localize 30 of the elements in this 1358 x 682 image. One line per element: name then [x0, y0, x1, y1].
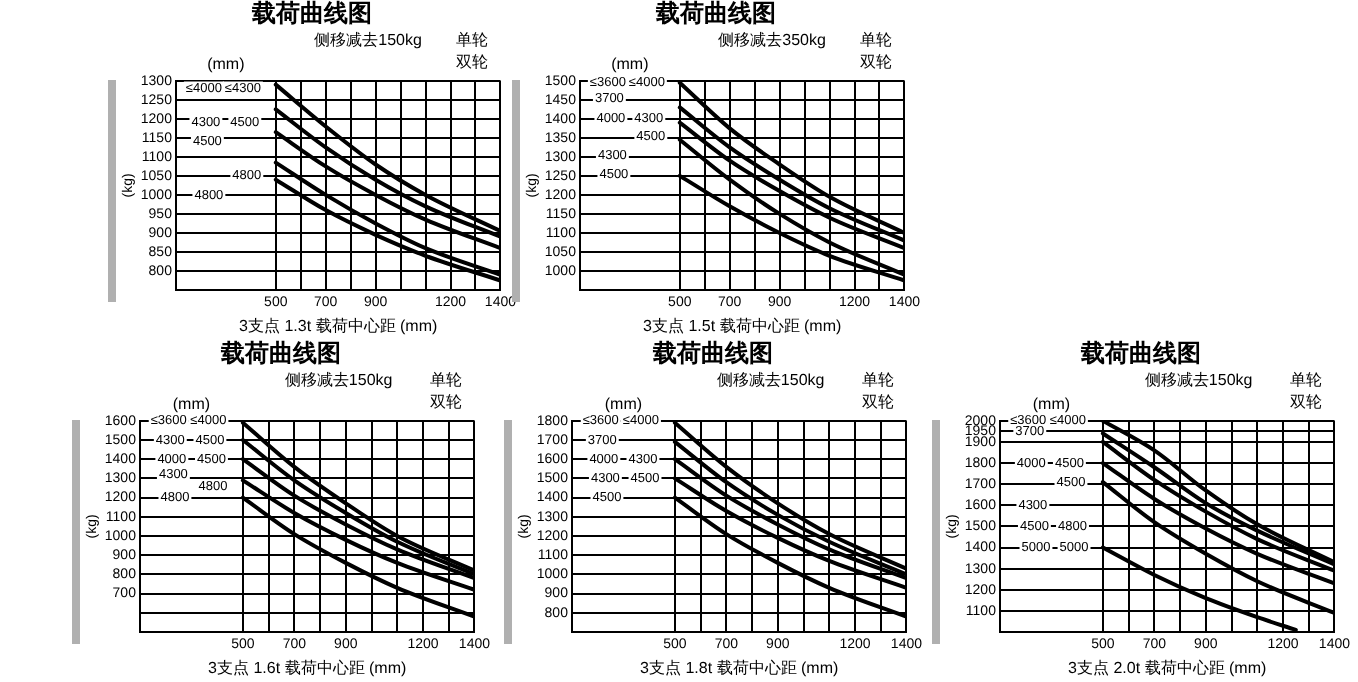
text: 单轮: [430, 371, 463, 390]
text: (mm): [604, 395, 643, 414]
text: 单轮: [456, 31, 489, 50]
chart-title: 载荷曲线图: [651, 339, 773, 368]
text: 单轮: [860, 31, 893, 50]
x-axis-title: 3支点 1.3t 载荷中心距 (mm): [239, 316, 438, 335]
text: 侧移减去150kg: [314, 31, 422, 50]
x-axis-title: 3支点 1.8t 载荷中心距 (mm): [640, 658, 839, 677]
text: 单轮: [1290, 371, 1323, 390]
chart-title: 载荷曲线图: [250, 0, 372, 28]
text: (mm): [207, 55, 246, 74]
text: 双轮: [430, 393, 463, 412]
x-axis-title: 3支点 1.6t 载荷中心距 (mm): [208, 658, 407, 677]
text: 侧移减去350kg: [718, 31, 826, 50]
text: 双轮: [1290, 393, 1323, 412]
text: 侧移减去150kg: [284, 371, 393, 390]
chart-title: 载荷曲线图: [1079, 339, 1201, 368]
text: 侧移减去150kg: [716, 371, 825, 390]
chart-title: 载荷曲线图: [654, 0, 776, 28]
text: (mm): [1032, 395, 1071, 414]
x-axis-title: 3支点 2.0t 载荷中心距 (mm): [1068, 658, 1267, 677]
x-axis-title: 3支点 1.5t 载荷中心距 (mm): [643, 316, 842, 335]
text: 单轮: [862, 371, 895, 390]
text: (mm): [611, 55, 650, 74]
chart-title: 载荷曲线图: [219, 339, 341, 368]
text: 双轮: [456, 53, 489, 72]
text: 双轮: [860, 53, 893, 72]
text: 双轮: [862, 393, 895, 412]
text: (mm): [172, 395, 211, 414]
text: 侧移减去150kg: [1144, 371, 1253, 390]
